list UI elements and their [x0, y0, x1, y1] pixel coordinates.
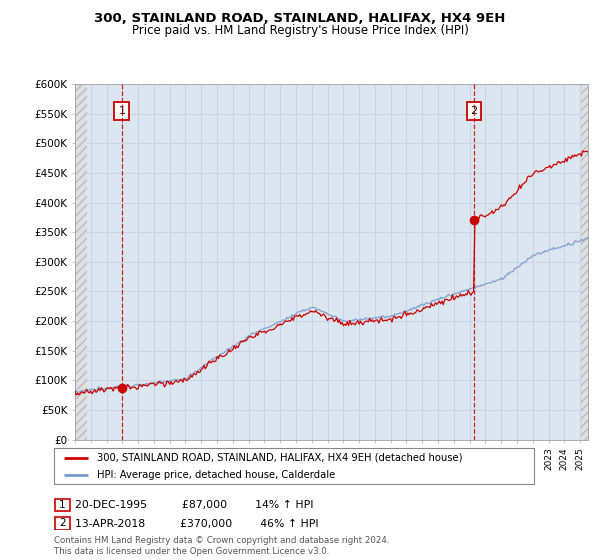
Text: 1: 1 [59, 500, 66, 510]
Text: 300, STAINLAND ROAD, STAINLAND, HALIFAX, HX4 9EH: 300, STAINLAND ROAD, STAINLAND, HALIFAX,… [94, 12, 506, 25]
FancyBboxPatch shape [55, 517, 70, 530]
Text: 2: 2 [470, 106, 478, 116]
Text: Price paid vs. HM Land Registry's House Price Index (HPI): Price paid vs. HM Land Registry's House … [131, 24, 469, 38]
Bar [75, 84, 87, 440]
Text: 1: 1 [118, 106, 125, 116]
Bar [581, 84, 589, 440]
Text: 13-APR-2018          £370,000        46% ↑ HPI: 13-APR-2018 £370,000 46% ↑ HPI [75, 519, 319, 529]
Text: 300, STAINLAND ROAD, STAINLAND, HALIFAX, HX4 9EH (detached house): 300, STAINLAND ROAD, STAINLAND, HALIFAX,… [97, 453, 463, 463]
Text: HPI: Average price, detached house, Calderdale: HPI: Average price, detached house, Cald… [97, 470, 335, 480]
Text: 2: 2 [59, 519, 66, 528]
Text: Contains HM Land Registry data © Crown copyright and database right 2024.
This d: Contains HM Land Registry data © Crown c… [54, 536, 389, 556]
FancyBboxPatch shape [55, 498, 70, 511]
FancyBboxPatch shape [54, 448, 534, 484]
Text: 20-DEC-1995          £87,000        14% ↑ HPI: 20-DEC-1995 £87,000 14% ↑ HPI [75, 500, 314, 510]
